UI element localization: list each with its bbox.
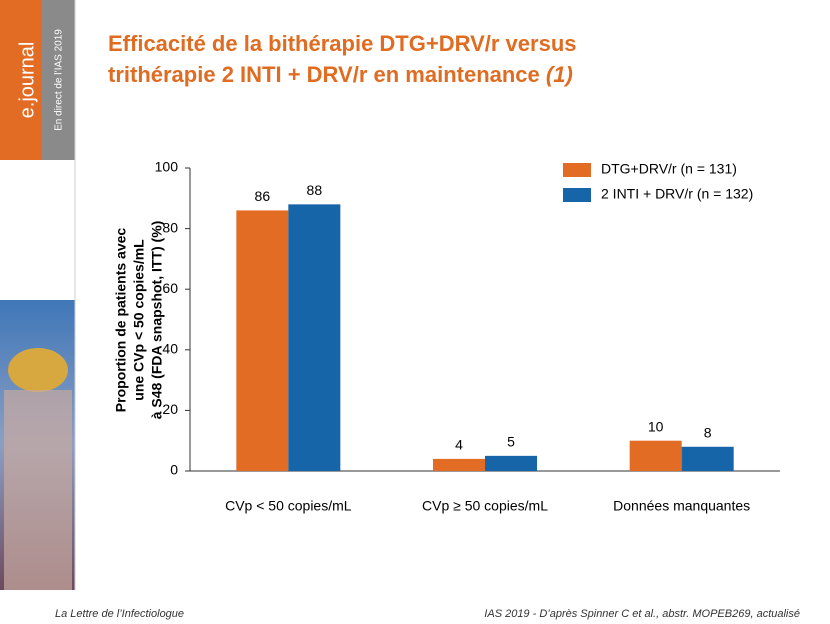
title-line: trithérapie 2 INTI + DRV/r en maintenanc… xyxy=(108,62,540,87)
legend-swatch xyxy=(563,163,591,177)
bar xyxy=(681,446,734,471)
y-axis-label: une CVp < 50 copies/mL xyxy=(131,239,147,401)
legend-swatch xyxy=(563,188,591,202)
value-label: 4 xyxy=(455,437,463,453)
x-tick-label: CVp ≥ 50 copies/mL xyxy=(422,498,548,514)
bar xyxy=(433,458,485,471)
title-line: trithérapie 2 INTI + DRV/r en maintenanc… xyxy=(108,62,573,87)
y-tick-label: 0 xyxy=(170,462,178,478)
sidebar-orange xyxy=(0,0,42,160)
dome xyxy=(8,348,68,392)
bar xyxy=(629,440,682,471)
brand: e.journal xyxy=(16,42,38,119)
x-tick-label: CVp < 50 copies/mL xyxy=(225,498,352,514)
value-label: 5 xyxy=(507,434,515,450)
title-line: Efficacité de la bithérapie DTG+DRV/r ve… xyxy=(108,31,577,56)
footer-left: La Lettre de l’Infectiologue xyxy=(55,608,184,620)
bar xyxy=(485,455,537,471)
event: En direct de l’IAS 2019 xyxy=(54,29,65,131)
sidebar-gray xyxy=(42,0,75,160)
y-tick-label: 100 xyxy=(155,159,179,175)
y-tick-label: 20 xyxy=(162,401,178,417)
title-note: (1) xyxy=(546,62,573,87)
bar xyxy=(288,204,341,472)
y-tick-label: 60 xyxy=(162,280,178,296)
value-label: 10 xyxy=(648,418,664,434)
y-axis-label: Proportion de patients avec xyxy=(113,228,129,413)
y-tick-label: 40 xyxy=(162,341,178,357)
x-tick-label: Données manquantes xyxy=(613,498,750,514)
y-axis-label: à S48 (FDA snapshot, ITT) (%) xyxy=(149,221,165,420)
legend-label: DTG+DRV/r (n = 131) xyxy=(601,161,737,177)
value-label: 8 xyxy=(704,424,712,440)
footer-right: IAS 2019 - D’après Spinner C et al., abs… xyxy=(484,608,800,620)
y-tick-label: 80 xyxy=(162,219,178,235)
legend-label: 2 INTI + DRV/r (n = 132) xyxy=(601,186,753,202)
value-label: 86 xyxy=(255,188,271,204)
bar xyxy=(236,210,289,472)
value-label: 88 xyxy=(307,182,323,198)
facade xyxy=(4,390,72,590)
